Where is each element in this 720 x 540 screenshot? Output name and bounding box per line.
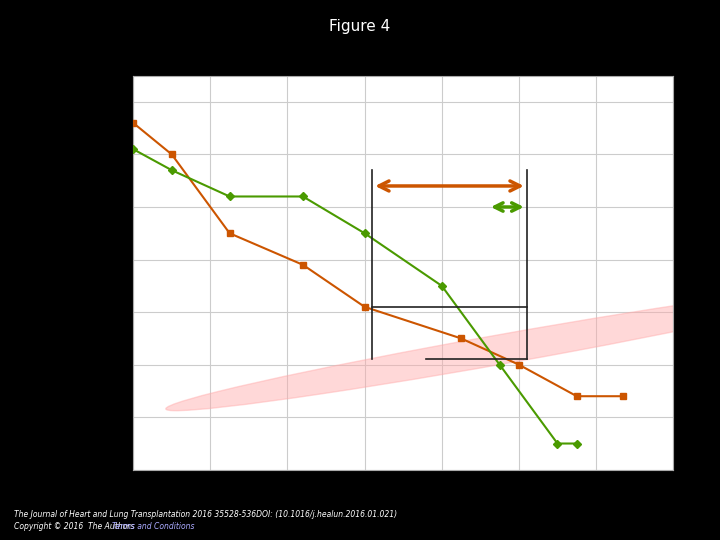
Y-axis label: Pressure Head, H [mmHg]: Pressure Head, H [mmHg] (80, 183, 94, 363)
Text: Terms and Conditions: Terms and Conditions (112, 522, 194, 531)
Ellipse shape (166, 287, 720, 411)
Text: Copyright © 2016  The Authors: Copyright © 2016 The Authors (14, 522, 137, 531)
Text: Figure 4: Figure 4 (329, 19, 391, 34)
Text: The Journal of Heart and Lung Transplantation 2016 35528-536DOI: (10.1016/j.heal: The Journal of Heart and Lung Transplant… (14, 510, 397, 519)
X-axis label: Volume Flow Rate, Q [L/min]: Volume Flow Rate, Q [L/min] (305, 498, 502, 512)
